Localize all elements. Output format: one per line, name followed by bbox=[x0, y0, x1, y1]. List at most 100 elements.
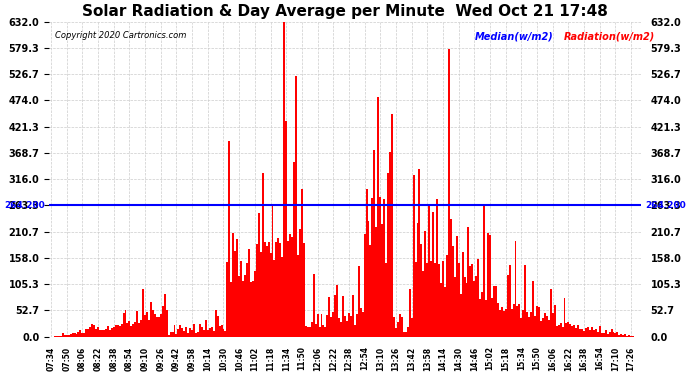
Bar bbox=[538, 307, 540, 337]
Bar bbox=[515, 241, 517, 337]
Bar bbox=[235, 251, 236, 337]
Bar bbox=[555, 326, 558, 337]
Bar bbox=[166, 310, 168, 337]
Bar bbox=[346, 321, 348, 337]
Bar bbox=[481, 292, 483, 337]
Bar bbox=[189, 328, 191, 337]
Bar bbox=[101, 330, 103, 337]
Bar bbox=[215, 310, 217, 337]
Bar bbox=[480, 299, 481, 337]
Bar bbox=[352, 295, 354, 337]
Bar bbox=[154, 314, 156, 337]
Bar bbox=[573, 325, 575, 337]
Bar bbox=[403, 332, 405, 337]
Bar bbox=[284, 22, 285, 337]
Bar bbox=[517, 306, 518, 337]
Bar bbox=[616, 332, 618, 337]
Bar bbox=[587, 327, 589, 337]
Bar bbox=[591, 327, 593, 337]
Bar bbox=[357, 267, 359, 337]
Bar bbox=[58, 336, 60, 337]
Bar bbox=[415, 262, 417, 337]
Bar bbox=[455, 236, 457, 337]
Bar bbox=[597, 332, 599, 337]
Bar bbox=[536, 306, 538, 337]
Bar bbox=[60, 336, 62, 337]
Bar bbox=[491, 298, 493, 337]
Bar bbox=[303, 243, 305, 337]
Bar bbox=[279, 243, 282, 337]
Bar bbox=[291, 237, 293, 337]
Bar bbox=[230, 282, 233, 337]
Bar bbox=[62, 333, 63, 337]
Bar bbox=[420, 244, 422, 337]
Bar bbox=[452, 246, 454, 337]
Bar bbox=[375, 227, 377, 337]
Bar bbox=[471, 264, 473, 337]
Bar bbox=[88, 329, 89, 337]
Bar bbox=[250, 282, 252, 337]
Bar bbox=[140, 320, 142, 337]
Bar bbox=[338, 318, 340, 337]
Bar bbox=[328, 297, 331, 337]
Bar bbox=[464, 277, 466, 337]
Bar bbox=[450, 219, 452, 337]
Bar bbox=[275, 242, 277, 337]
Bar bbox=[207, 330, 209, 337]
Bar bbox=[254, 271, 256, 337]
Bar bbox=[205, 320, 207, 337]
Bar bbox=[377, 97, 380, 337]
Bar bbox=[226, 262, 228, 337]
Bar bbox=[105, 330, 107, 337]
Bar bbox=[575, 328, 578, 337]
Bar bbox=[395, 328, 397, 337]
Bar bbox=[567, 322, 569, 337]
Bar bbox=[187, 333, 189, 337]
Bar bbox=[503, 311, 504, 337]
Bar bbox=[462, 252, 464, 337]
Bar bbox=[383, 199, 385, 337]
Bar bbox=[622, 336, 624, 337]
Bar bbox=[391, 114, 393, 337]
Bar bbox=[442, 261, 444, 337]
Bar bbox=[540, 321, 542, 337]
Bar bbox=[382, 225, 383, 337]
Bar bbox=[83, 333, 86, 337]
Text: 264.200: 264.200 bbox=[645, 201, 686, 210]
Bar bbox=[209, 328, 210, 337]
Bar bbox=[72, 333, 74, 337]
Bar bbox=[440, 283, 442, 337]
Bar bbox=[520, 318, 522, 337]
Bar bbox=[107, 326, 109, 337]
Bar bbox=[179, 325, 181, 337]
Bar bbox=[399, 314, 401, 337]
Bar bbox=[130, 326, 132, 337]
Bar bbox=[148, 320, 150, 337]
Bar bbox=[380, 197, 382, 337]
Bar bbox=[566, 323, 567, 337]
Bar bbox=[244, 275, 246, 337]
Bar bbox=[571, 326, 573, 337]
Bar bbox=[172, 332, 173, 337]
Bar bbox=[240, 261, 242, 337]
Bar bbox=[473, 281, 475, 337]
Bar bbox=[333, 312, 334, 337]
Bar bbox=[150, 302, 152, 337]
Bar bbox=[469, 266, 471, 337]
Bar bbox=[56, 336, 58, 337]
Bar bbox=[144, 315, 146, 337]
Bar bbox=[295, 76, 297, 337]
Bar bbox=[408, 289, 411, 337]
Bar bbox=[366, 189, 368, 337]
Bar bbox=[628, 335, 630, 337]
Bar bbox=[530, 312, 532, 337]
Bar bbox=[203, 330, 205, 337]
Bar bbox=[242, 280, 244, 337]
Bar bbox=[542, 318, 544, 337]
Bar bbox=[305, 326, 307, 337]
Text: Radiation(w/m2): Radiation(w/m2) bbox=[564, 31, 656, 41]
Bar bbox=[604, 330, 607, 337]
Bar bbox=[233, 233, 235, 337]
Bar bbox=[287, 241, 289, 337]
Bar bbox=[79, 330, 81, 337]
